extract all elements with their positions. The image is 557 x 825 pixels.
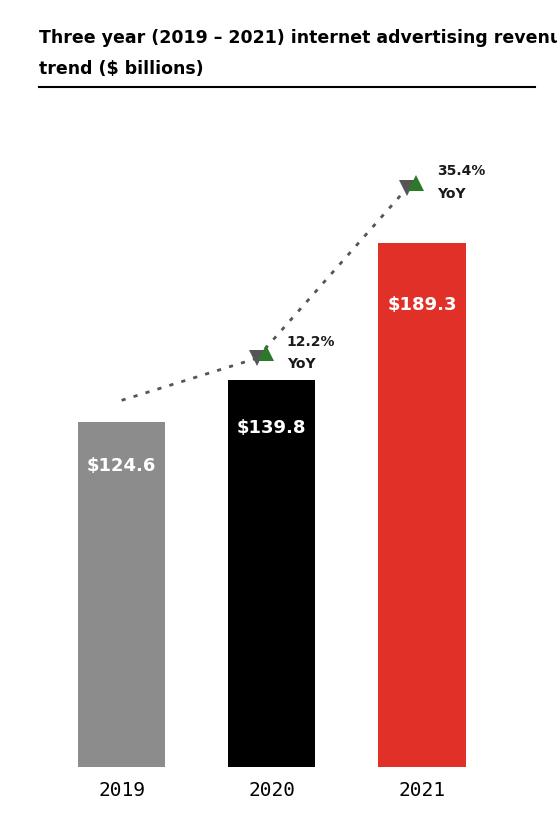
- Text: YoY: YoY: [437, 186, 466, 200]
- Bar: [228, 380, 315, 767]
- Text: $189.3: $189.3: [387, 296, 457, 314]
- Text: trend ($ billions): trend ($ billions): [39, 60, 204, 78]
- Text: $124.6: $124.6: [87, 457, 157, 475]
- Text: 12.2%: 12.2%: [287, 335, 335, 349]
- Text: YoY: YoY: [287, 356, 315, 370]
- Text: 35.4%: 35.4%: [437, 164, 486, 178]
- Bar: [78, 422, 165, 767]
- Text: $139.8: $139.8: [237, 419, 306, 437]
- Text: Three year (2019 – 2021) internet advertising revenue: Three year (2019 – 2021) internet advert…: [39, 29, 557, 47]
- Bar: [379, 243, 466, 767]
